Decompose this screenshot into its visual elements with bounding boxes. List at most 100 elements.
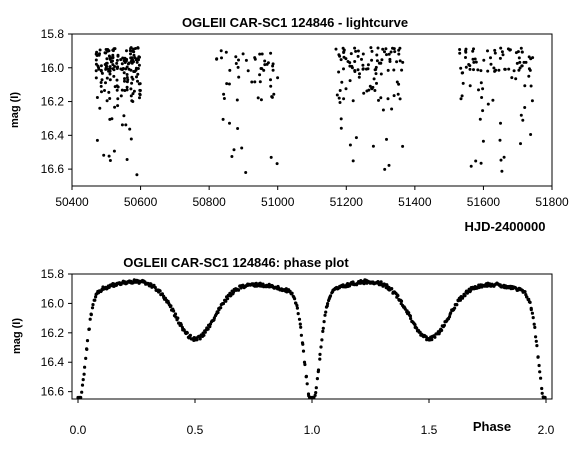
lightcurve-point (222, 97, 226, 100)
lightcurve-point (135, 173, 139, 177)
phase-plot-point (173, 312, 178, 316)
lightcurve-point (136, 67, 140, 70)
phase-plot-point (523, 290, 527, 294)
phase-plot-point (543, 395, 547, 400)
phase-plot-point (216, 310, 220, 315)
lightcurve-point (260, 52, 264, 56)
lightcurve-point (225, 82, 229, 86)
lightcurve-point (370, 87, 374, 90)
lightcurve-point (348, 64, 352, 68)
phase-plot-point (531, 316, 535, 320)
phase-plot-point (94, 295, 98, 299)
lightcurve-point (468, 67, 472, 71)
lightcurve-point (228, 121, 231, 125)
lightcurve-point (135, 75, 138, 79)
phase-plot-y-tick-label: 16.2 (41, 326, 65, 340)
phase-plot-point (319, 345, 323, 349)
lightcurve-point (125, 73, 129, 76)
lightcurve-point (119, 67, 123, 71)
lightcurve-point (396, 92, 400, 96)
lightcurve-point (351, 99, 355, 103)
lightcurve-point (122, 71, 126, 75)
lightcurve-point (108, 72, 112, 76)
lightcurve-point (108, 69, 112, 73)
lightcurve-point (116, 97, 120, 101)
phase-plot-point (320, 338, 324, 342)
lightcurve-point (256, 96, 260, 100)
lightcurve-point (383, 50, 386, 54)
lightcurve-point (529, 57, 533, 61)
lightcurve-point (94, 69, 98, 73)
phase-plot-point (326, 302, 330, 306)
lightcurve-point (474, 60, 478, 64)
lightcurve-point (489, 62, 493, 66)
lightcurve-point (356, 49, 360, 53)
lightcurve-point (125, 88, 129, 92)
lightcurve-point (234, 62, 238, 65)
lightcurve-point (269, 78, 272, 82)
lightcurve-y-tick-label: 16.2 (41, 95, 65, 109)
lightcurve-chart: OGLEII CAR-SC1 124846 - lightcurve mag (… (9, 15, 569, 234)
lightcurve-point (130, 99, 134, 103)
lightcurve-point (389, 50, 393, 54)
lightcurve-point (493, 51, 497, 55)
lightcurve-point (123, 79, 126, 83)
phase-plot-point (290, 291, 294, 295)
lightcurve-point (478, 117, 482, 121)
lightcurve-point (338, 101, 342, 104)
phase-plot-point (533, 325, 537, 329)
lightcurve-point (486, 102, 490, 106)
lightcurve-point (364, 67, 368, 71)
lightcurve-point (377, 61, 381, 65)
phase-plot-point (185, 331, 189, 335)
lightcurve-point (499, 158, 503, 162)
lightcurve-point (250, 80, 254, 84)
lightcurve-point (97, 67, 101, 71)
phase-plot-chart: OGLEII CAR-SC1 124846: phase plot mag (I… (11, 255, 555, 437)
lightcurve-point (236, 127, 240, 130)
lightcurve-point (342, 55, 346, 59)
lightcurve-point (472, 60, 476, 64)
lightcurve-point (224, 50, 228, 54)
phase-plot-point (85, 347, 89, 351)
phase-plot-point (80, 383, 85, 387)
lightcurve-point (387, 52, 391, 56)
lightcurve-point (339, 117, 343, 121)
lightcurve-point (375, 81, 378, 85)
lightcurve-point (269, 84, 273, 88)
lightcurve-point (395, 60, 399, 64)
phase-plot-point (535, 344, 539, 348)
lightcurve-point (132, 47, 135, 51)
lightcurve-points (94, 46, 535, 177)
phase-plot-point (539, 376, 543, 380)
phase-plot-point (399, 299, 404, 303)
lightcurve-point (130, 61, 134, 65)
phase-plot-point (390, 287, 394, 291)
lightcurve-point (337, 96, 341, 100)
lightcurve-point (498, 56, 502, 60)
lightcurve-point (529, 84, 533, 88)
phase-plot-point (525, 295, 529, 299)
phase-plot-point (540, 391, 544, 395)
phase-plot-point (90, 306, 95, 310)
lightcurve-x-axis-label: HJD-2400000 (465, 219, 546, 234)
lightcurve-point (400, 68, 404, 72)
lightcurve-point (374, 72, 378, 76)
lightcurve-point (125, 76, 129, 79)
lightcurve-x-tick-label: 51600 (467, 195, 501, 209)
lightcurve-point (133, 56, 137, 60)
lightcurve-point (259, 67, 263, 70)
lightcurve-point (219, 49, 223, 53)
phase-plot-x-tick-label: 1.5 (421, 423, 438, 437)
lightcurve-point (344, 87, 348, 91)
phase-plot-point (179, 323, 183, 327)
phase-plot-point (81, 378, 85, 382)
lightcurve-point (137, 55, 141, 59)
lightcurve-point (397, 48, 401, 52)
phase-plot-title: OGLEII CAR-SC1 124846: phase plot (123, 255, 349, 270)
lightcurve-point (401, 60, 405, 64)
lightcurve-point (123, 77, 126, 81)
lightcurve-point (262, 68, 266, 72)
lightcurve-point (338, 89, 342, 92)
